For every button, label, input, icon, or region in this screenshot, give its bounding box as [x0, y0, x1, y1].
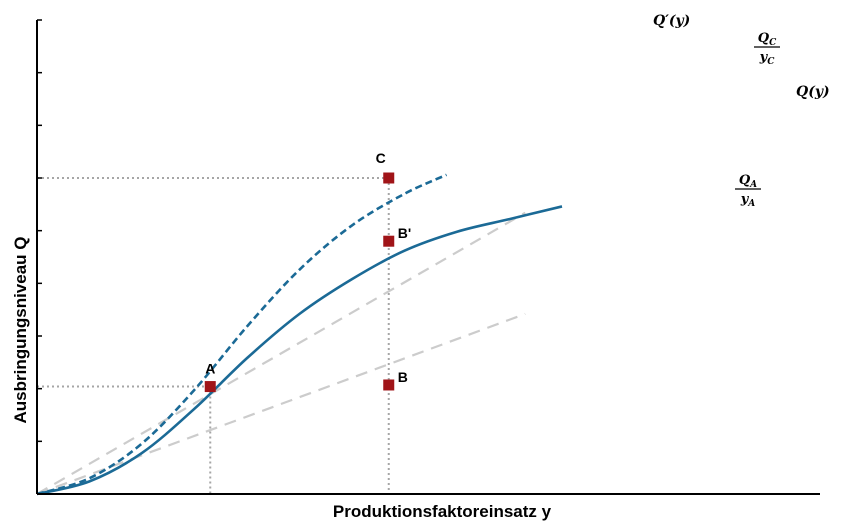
guide-lines: [37, 177, 390, 494]
curve-label-0: Q(y): [796, 84, 830, 100]
point-marker-Bprime: [383, 235, 395, 247]
point-marker-B: [383, 379, 395, 391]
series-line-0: [36, 205, 563, 496]
point-label-A: A: [205, 361, 215, 377]
x-axis-title: Produktionsfaktoreinsatz y: [333, 502, 552, 521]
point-marker-A: [204, 381, 216, 393]
curve-label-1: Q′(y): [653, 13, 690, 29]
series-line-2: [36, 211, 526, 495]
ray-label-3: QA yA: [735, 173, 761, 209]
curve-labels: Q(y) Q′(y) QC yC QA yA: [653, 13, 830, 209]
point-label-B: B: [398, 369, 408, 385]
axes: [36, 19, 820, 495]
point-label-Bprime: B': [398, 225, 411, 241]
ray-label-numerator: QA: [739, 173, 757, 190]
y-axis-title: Ausbringungsniveau Q: [11, 236, 30, 423]
ray-label-denominator: yA: [740, 192, 756, 209]
series-line-1: [36, 173, 448, 496]
ray-label-denominator: yC: [759, 50, 776, 67]
point-marker-C: [383, 172, 395, 184]
curves: [36, 173, 563, 496]
point-label-C: C: [376, 150, 386, 166]
ray-label-2: QC yC: [754, 31, 780, 67]
points: A B B' C: [204, 150, 411, 393]
ray-lines: [36, 211, 526, 496]
ray-label-numerator: QC: [758, 31, 777, 48]
series-line-3: [36, 312, 526, 496]
